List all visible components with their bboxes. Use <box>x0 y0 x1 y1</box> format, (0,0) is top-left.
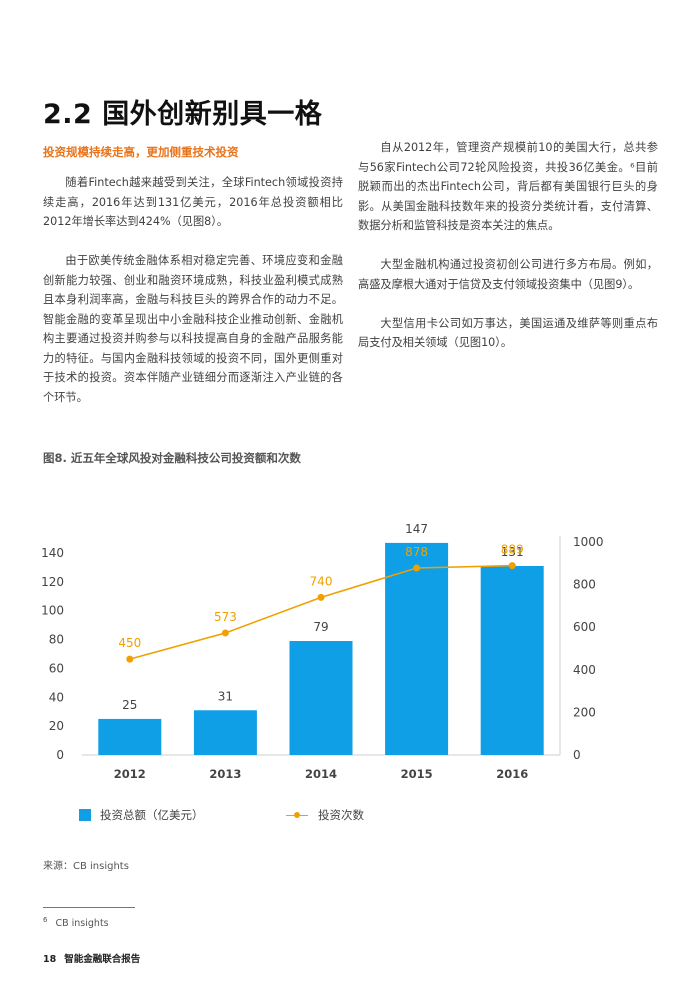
bar-value-label: 131 <box>501 545 524 559</box>
bar-value-label: 25 <box>122 698 137 712</box>
bar <box>385 542 449 755</box>
legend-bar-label: 投资总额（亿美元） <box>100 808 204 822</box>
bar <box>289 641 353 755</box>
y-right-tick-label: 600 <box>573 620 596 634</box>
left-column: 随着Fintech越来越受到关注，全球Fintech领域投资持续走高，2016年… <box>43 173 343 427</box>
paragraph: 大型信用卡公司如万事达，美国运通及维萨等则重点布局支付及相关领域（见图10）。 <box>358 316 658 350</box>
y-left-tick-label: 20 <box>49 719 64 733</box>
bar <box>480 565 544 755</box>
legend-line-swatch <box>286 809 308 821</box>
line-value-label: 740 <box>310 574 333 588</box>
line-point <box>508 562 516 570</box>
y-right-tick-label: 400 <box>573 663 596 677</box>
bar-value-label: 79 <box>313 620 328 634</box>
y-right-tick-label: 800 <box>573 578 596 592</box>
x-tick-label: 2013 <box>209 767 241 781</box>
x-tick-label: 2015 <box>401 767 433 781</box>
footnote-mark: 6 <box>43 916 48 924</box>
figure-title: 图8. 近五年全球风投对金融科技公司投资额和次数 <box>43 451 301 465</box>
y-left-tick-label: 120 <box>41 575 64 589</box>
line-point <box>126 655 134 663</box>
paragraph: 由于欧美传统金融体系相对稳定完善、环境应变和金融创新能力较强、创业和融资环境成熟… <box>43 254 343 404</box>
line-value-label: 450 <box>118 636 141 650</box>
subheading: 投资规模持续走高，更加侧重技术投资 <box>43 145 239 159</box>
line-point <box>413 564 421 572</box>
x-tick-label: 2016 <box>496 767 528 781</box>
legend-line: 投资次数 <box>286 807 364 823</box>
y-right-tick-label: 1000 <box>573 535 604 549</box>
bar <box>193 710 257 755</box>
section-title: 2.2 国外创新别具一格 <box>43 99 323 130</box>
source-note: 来源：CB insights <box>43 861 129 872</box>
right-column: 自从2012年，管理资产规模前10的美国大行，总共参与56家Fintech公司7… <box>358 138 658 372</box>
y-left-tick-label: 60 <box>49 661 64 675</box>
legend-line-label: 投资次数 <box>318 808 364 822</box>
bar-value-label: 31 <box>218 689 233 703</box>
line-series <box>129 564 513 660</box>
paragraph: 大型金融机构通过投资初创公司进行多方布局。例如，高盛及摩根大通对于信贷及支付领域… <box>358 258 658 291</box>
x-tick-label: 2012 <box>114 767 146 781</box>
line-value-label: 889 <box>501 543 524 557</box>
footnote-rule <box>43 907 135 908</box>
y-left-tick-label: 140 <box>41 546 64 560</box>
page-footer: 18 智能金融联合报告 <box>43 951 140 965</box>
y-left-tick-label: 40 <box>49 690 64 704</box>
x-tick-label: 2014 <box>305 767 337 781</box>
legend-bars: 投资总额（亿美元） <box>79 807 204 823</box>
y-left-tick-label: 100 <box>41 604 64 618</box>
y-right-tick-label: 200 <box>573 705 596 719</box>
line-point <box>317 593 325 601</box>
line-point <box>221 629 229 637</box>
paragraph: 随着Fintech越来越受到关注，全球Fintech领域投资持续走高，2016年… <box>43 176 343 228</box>
y-left-tick-label: 0 <box>56 748 64 762</box>
page-number: 18 <box>43 954 57 965</box>
footnote: 6 CB insights <box>43 916 109 929</box>
bar <box>98 718 162 755</box>
bar-value-label: 147 <box>405 522 428 536</box>
line-value-label: 573 <box>214 610 237 624</box>
report-title: 智能金融联合报告 <box>64 954 141 965</box>
line-value-label: 878 <box>405 545 428 559</box>
y-right-tick-label: 0 <box>573 748 581 762</box>
legend-bar-swatch <box>79 809 91 821</box>
footnote-text: CB insights <box>55 918 109 930</box>
y-left-tick-label: 80 <box>49 633 64 647</box>
paragraph: 自从2012年，管理资产规模前10的美国大行，总共参与56家Fintech公司7… <box>358 141 658 232</box>
